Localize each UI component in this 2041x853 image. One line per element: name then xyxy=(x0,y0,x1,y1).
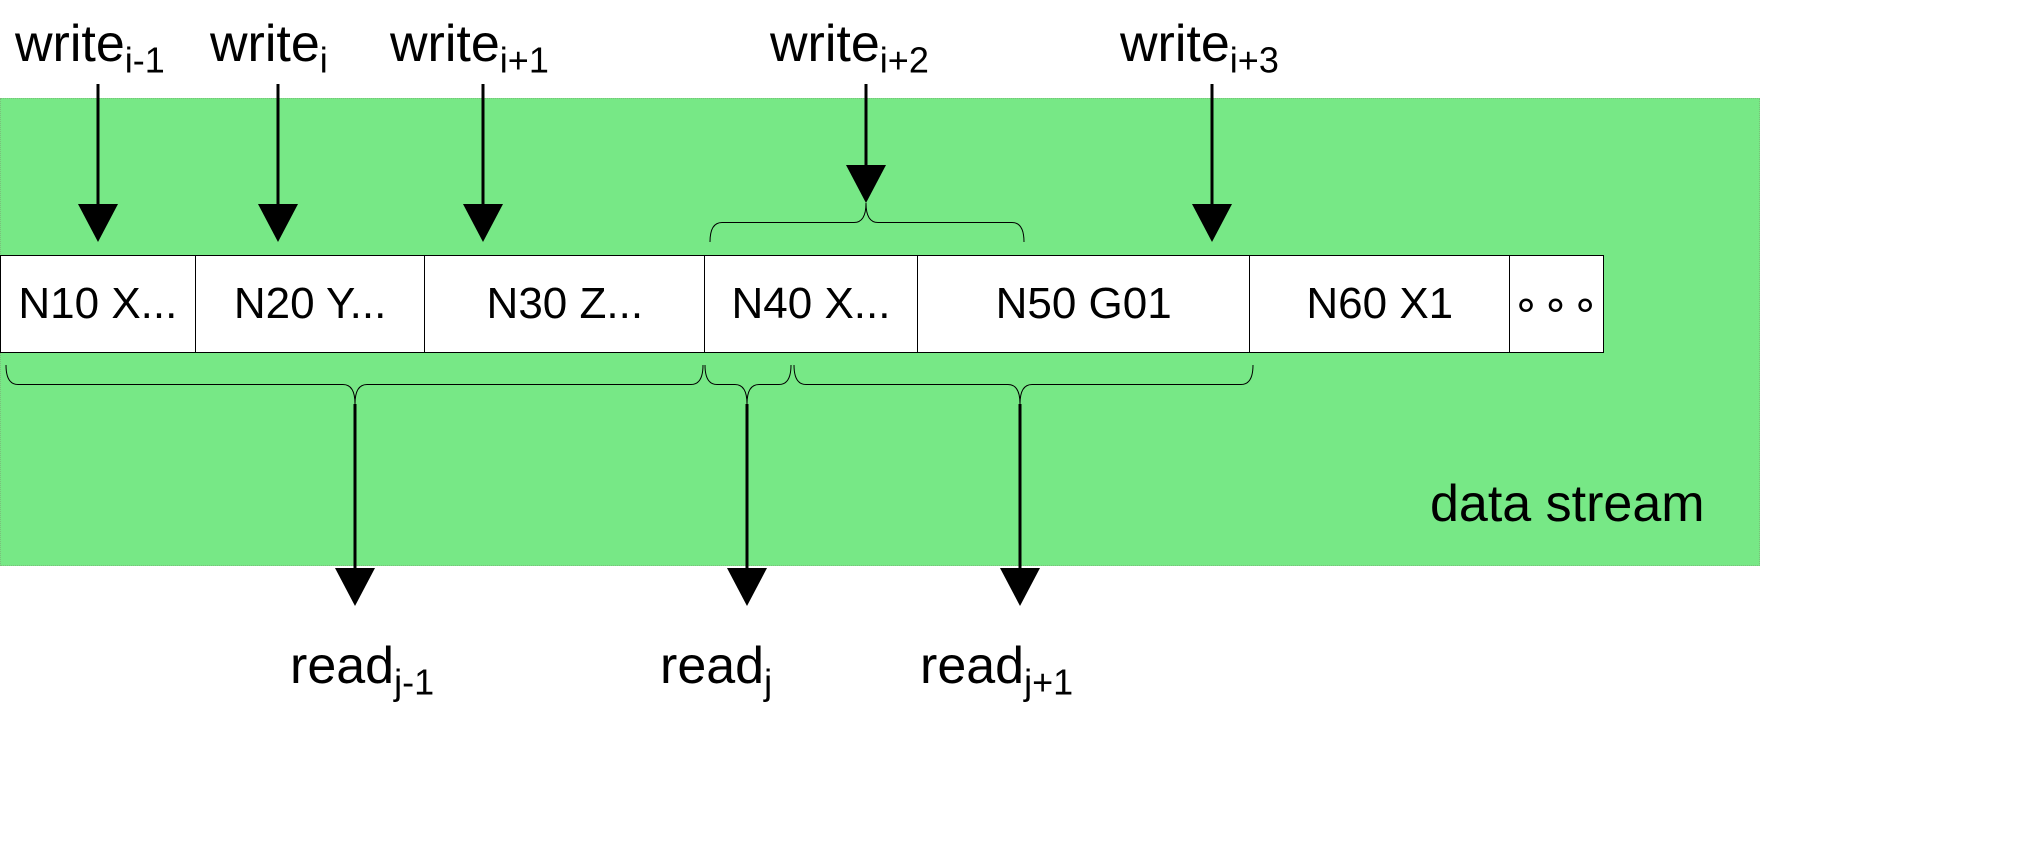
read-label-0: readj-1 xyxy=(290,640,434,700)
stream-cell-3: N40 X... xyxy=(705,256,918,352)
write-label-1: writei xyxy=(210,18,328,78)
write-label-2: writei+1 xyxy=(390,18,549,78)
write-label-4: writei+3 xyxy=(1120,18,1279,78)
stream-cell-0: N10 X... xyxy=(1,256,196,352)
stream-cell-2: N30 Z... xyxy=(425,256,705,352)
data-stream-label: data stream xyxy=(1430,478,1705,530)
stream-boxes: N10 X...N20 Y...N30 Z...N40 X...N50 G01N… xyxy=(0,255,1604,353)
write-label-3: writei+2 xyxy=(770,18,929,78)
stream-cell-6: ∘∘∘ xyxy=(1510,256,1603,352)
read-label-1: readj xyxy=(660,640,772,700)
read-label-2: readj+1 xyxy=(920,640,1073,700)
stream-cell-4: N50 G01 xyxy=(918,256,1251,352)
stream-cell-5: N60 X1 xyxy=(1250,256,1510,352)
diagram-canvas: N10 X...N20 Y...N30 Z...N40 X...N50 G01N… xyxy=(0,0,2041,853)
write-label-0: writei-1 xyxy=(15,18,165,78)
stream-cell-1: N20 Y... xyxy=(196,256,426,352)
